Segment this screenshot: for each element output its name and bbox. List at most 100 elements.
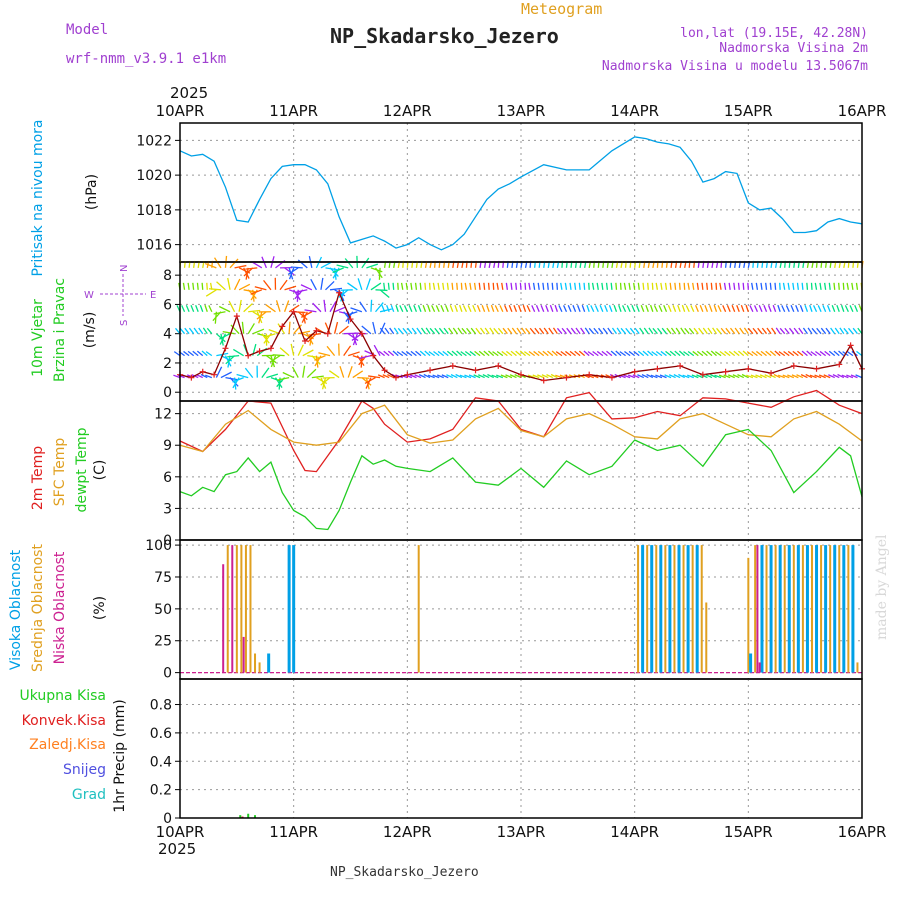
wind-arrow <box>290 343 295 356</box>
wind-arrow <box>725 327 731 335</box>
precip-panel: 0 0.2 0.4 0.6 0.8 <box>150 678 863 827</box>
wind-arrow <box>195 304 199 312</box>
wind-arrow <box>445 305 449 312</box>
wind-arrow <box>542 350 549 357</box>
wind-arrow <box>847 327 854 335</box>
wind-arrow <box>560 282 563 290</box>
wind-arrow <box>774 350 781 357</box>
wind-arrow <box>479 327 486 335</box>
bar-mid <box>244 545 247 673</box>
wind-arrow <box>660 350 667 357</box>
wind-arrow <box>515 282 518 290</box>
wind-arrow <box>261 333 270 344</box>
wind-arrow <box>685 305 690 313</box>
bar-total <box>247 813 250 818</box>
bar-mid <box>226 545 229 673</box>
wind-arrow <box>796 374 804 379</box>
temperature-frame <box>179 400 863 541</box>
wind-arrow <box>706 350 713 357</box>
wind-arrow <box>587 351 595 357</box>
wind-speed-point <box>563 374 570 381</box>
wind-arrow <box>382 374 390 379</box>
dewpt-label: dewpt Temp <box>74 427 90 512</box>
series-pressure <box>179 136 863 251</box>
bar-mid <box>664 545 667 673</box>
wind-arrow <box>753 305 759 313</box>
wind-arrow <box>734 327 740 335</box>
wind-arrow <box>379 308 392 313</box>
wind-arrow <box>793 327 799 335</box>
wind-arrow <box>284 285 297 291</box>
cloud-unit: (%) <box>92 596 108 620</box>
wind-arrow <box>514 374 522 379</box>
wind-arrow <box>527 374 535 379</box>
wind-arrow <box>244 367 254 378</box>
wind-arrow <box>681 304 686 312</box>
wind-arrow <box>419 282 422 290</box>
wind-arrow <box>728 282 731 290</box>
wind-arrow <box>443 327 449 335</box>
wind-arrow <box>300 311 313 318</box>
wind-arrow <box>591 282 595 290</box>
wind-arrow <box>578 350 586 357</box>
wind-arrow <box>310 278 317 291</box>
wind-arrow <box>590 305 595 313</box>
wind-speed-point <box>699 371 706 378</box>
rain-total-label: Ukupna Kisa <box>19 688 106 704</box>
wind-arrow <box>566 327 572 335</box>
wind-arrow <box>405 350 413 357</box>
wind-arrow <box>200 373 208 379</box>
wind-unit: (m/s) <box>82 312 98 349</box>
wind-arrow <box>484 327 490 335</box>
wind-arrow <box>206 327 213 335</box>
wind-arrow <box>370 299 373 312</box>
wind-arrow <box>598 327 604 335</box>
wind-arrow <box>352 333 358 346</box>
wind-speed-point <box>768 370 775 377</box>
wind-arrow <box>510 350 517 357</box>
wind-arrow <box>501 350 508 357</box>
wind-arrow <box>799 304 804 312</box>
wind-arrow <box>752 327 758 335</box>
wind-arrow <box>850 374 858 379</box>
wind-arrow <box>652 327 658 335</box>
cloud-high-label: Visoka Oblacnost <box>8 549 24 670</box>
wind-arrow <box>613 304 618 312</box>
compass-west: W <box>84 290 94 301</box>
wind-arrow <box>204 304 208 312</box>
wind-arrow <box>569 350 576 357</box>
wind-arrow <box>628 282 631 290</box>
wind-arrow <box>381 305 386 312</box>
wind-arrow <box>366 263 379 269</box>
wind-arrow <box>596 282 599 290</box>
bar-high <box>668 545 672 673</box>
wind-arrow <box>564 282 568 290</box>
wind-arrow <box>505 350 513 357</box>
wind-arrow <box>345 311 358 317</box>
wind-arrow <box>540 305 545 312</box>
wind-arrow <box>418 374 426 379</box>
wind-arrow <box>275 300 281 312</box>
wind-arrow <box>458 304 463 312</box>
wind-arrow <box>277 376 290 381</box>
bar-mid <box>240 545 243 673</box>
wind-arrow <box>464 351 472 357</box>
x-tick-label-top: 11APR <box>269 102 318 120</box>
wind-arrow <box>856 350 863 357</box>
wind-arrow <box>622 305 627 313</box>
wind-arrow <box>472 305 477 313</box>
bar-mid <box>258 662 261 673</box>
wind-arrow <box>632 374 640 379</box>
wind-arrow <box>610 282 613 290</box>
wind-arrow <box>387 350 395 357</box>
wind-arrow <box>743 327 749 335</box>
y-tick-label: 6 <box>163 470 172 486</box>
wind-arrow <box>410 350 417 357</box>
wind-arrow <box>633 350 640 357</box>
wind-arrow <box>187 282 190 290</box>
bar-mid <box>705 602 708 673</box>
wind-arrow <box>427 304 431 312</box>
wind-arrow <box>347 282 358 291</box>
wind-arrow <box>344 258 354 269</box>
wind-arrow <box>602 327 608 335</box>
